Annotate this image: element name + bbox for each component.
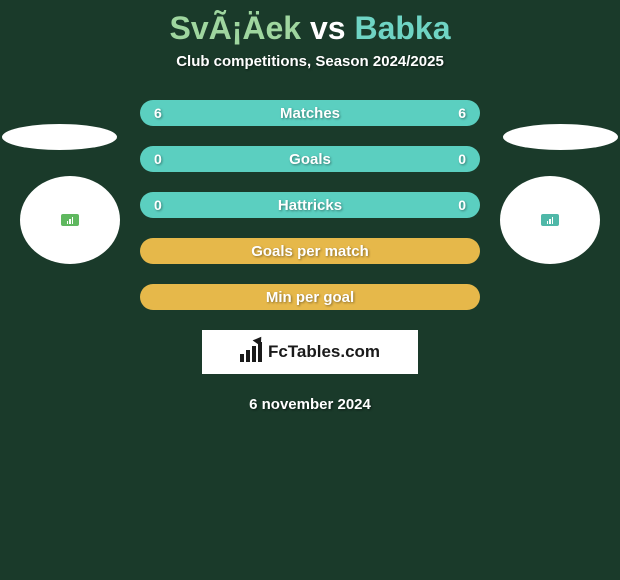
page-title: SvÃ¡Äek vs Babka: [0, 10, 620, 47]
stat-left-value: 0: [154, 197, 162, 213]
stat-label: Goals per match: [251, 243, 369, 260]
player1-circle: [20, 176, 120, 264]
stat-right-value: 0: [458, 197, 466, 213]
stat-left-value: 6: [154, 105, 162, 121]
stat-left-value: 0: [154, 151, 162, 167]
player2-badge-icon: [541, 214, 559, 226]
footer-date: 6 november 2024: [0, 396, 620, 413]
player1-badge-icon: [61, 214, 79, 226]
player2-oval: [503, 124, 618, 150]
brand-text: FcTables.com: [268, 342, 380, 362]
stat-label: Goals: [289, 151, 331, 168]
stat-row-hattricks: 0 Hattricks 0: [140, 192, 480, 218]
subtitle: Club competitions, Season 2024/2025: [0, 53, 620, 70]
stat-row-matches: 6 Matches 6: [140, 100, 480, 126]
comparison-widget: SvÃ¡Äek vs Babka Club competitions, Seas…: [0, 0, 620, 413]
stat-right-value: 6: [458, 105, 466, 121]
stat-label: Min per goal: [266, 289, 354, 306]
vs-text: vs: [310, 10, 346, 46]
brand-badge[interactable]: FcTables.com: [202, 330, 418, 374]
stat-label: Matches: [280, 105, 340, 122]
stat-row-goals: 0 Goals 0: [140, 146, 480, 172]
stat-row-goals-per-match: Goals per match: [140, 238, 480, 264]
stat-right-value: 0: [458, 151, 466, 167]
stat-label: Hattricks: [278, 197, 342, 214]
player1-oval: [2, 124, 117, 150]
player1-name: SvÃ¡Äek: [169, 10, 301, 46]
stat-rows: 6 Matches 6 0 Goals 0 0 Hattricks 0 Goal…: [140, 100, 480, 310]
stat-row-min-per-goal: Min per goal: [140, 284, 480, 310]
player2-circle: [500, 176, 600, 264]
player2-name: Babka: [354, 10, 450, 46]
chart-icon: [240, 342, 262, 362]
